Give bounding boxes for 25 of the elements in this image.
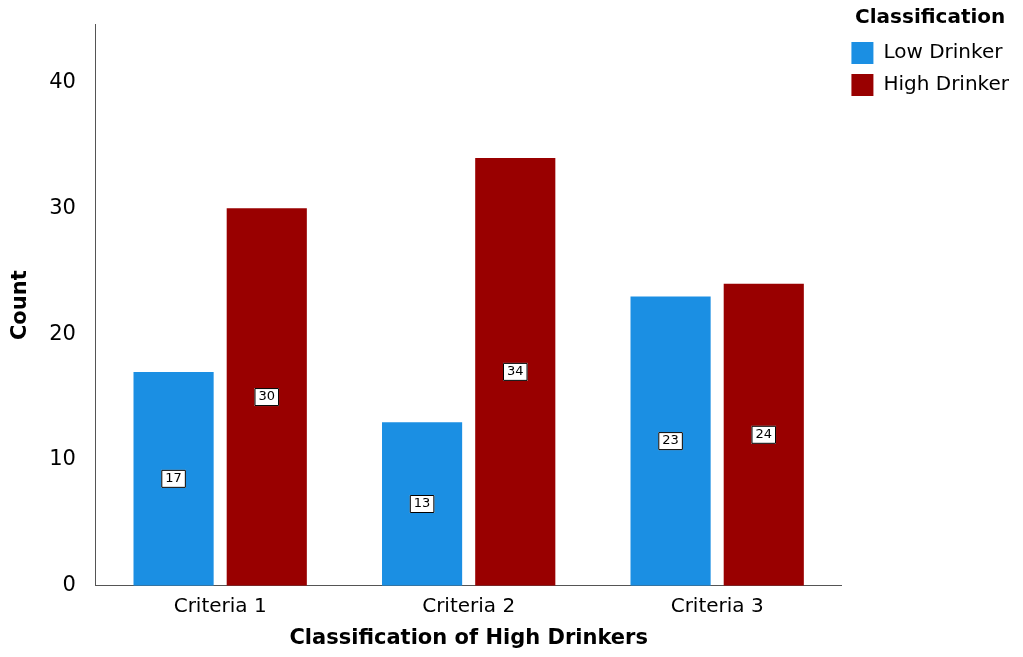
y-axis-title: Count (7, 270, 32, 341)
bar (723, 283, 804, 586)
bar (475, 157, 556, 586)
bar (382, 422, 463, 586)
legend-label: High Drinker (883, 71, 1010, 96)
x-tick-label: Criteria 1 (173, 593, 267, 617)
y-tick-label: 10 (49, 446, 76, 471)
y-tick-label: 0 (62, 572, 76, 597)
data-label: 17 (165, 470, 182, 486)
x-axis-title: Classification of High Drinkers (289, 624, 648, 649)
bar (226, 208, 307, 586)
x-tick-label: Criteria 3 (670, 593, 764, 617)
data-label: 13 (413, 495, 431, 511)
legend-label: Low Drinker (883, 39, 1004, 64)
legend-title: Classification (855, 4, 1006, 29)
y-tick-label: 40 (49, 68, 76, 93)
data-label: 23 (662, 432, 679, 448)
data-label: 24 (755, 426, 773, 442)
y-tick-label: 30 (49, 194, 76, 219)
data-label: 34 (506, 363, 524, 379)
x-tick-label: Criteria 2 (422, 593, 516, 617)
y-tick-label: 20 (49, 320, 76, 345)
data-label: 30 (258, 388, 276, 404)
bar (133, 371, 214, 586)
bar (630, 296, 711, 586)
